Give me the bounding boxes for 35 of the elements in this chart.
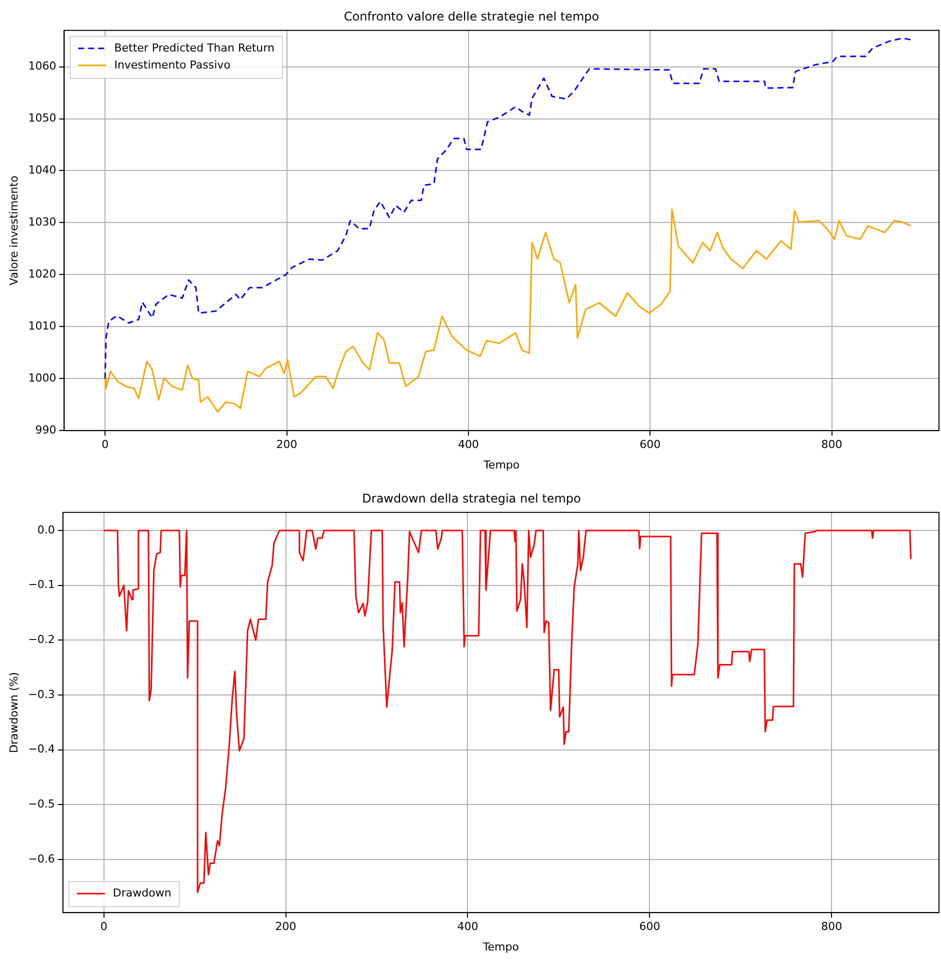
y-tick-label: −0.2 [28, 632, 55, 646]
y-tick-label: −0.6 [28, 852, 55, 866]
legend-label: Drawdown [112, 886, 172, 900]
x-tick-label: 400 [458, 438, 479, 452]
y-tick-label: 1060 [28, 60, 56, 73]
y-tick-label: −0.4 [28, 742, 55, 756]
y-tick-label: −0.5 [28, 797, 55, 810]
y-tick-label: 1010 [28, 320, 56, 333]
chart-title: Drawdown della strategia nel tempo [362, 491, 581, 506]
y-axis-title: Valore investimento [7, 175, 20, 286]
x-tick-label: 0 [102, 438, 109, 452]
line-series [104, 37, 912, 380]
legend-label: Investimento Passivo [114, 58, 231, 72]
x-tick-label: 800 [821, 438, 842, 452]
y-tick-label: −0.3 [28, 688, 55, 701]
y-tick-label: 1050 [28, 112, 56, 125]
y-tick-label: 1030 [28, 216, 56, 229]
x-tick-label: 600 [640, 438, 661, 452]
y-tick-label: −0.1 [28, 578, 55, 592]
y-tick-label: 1020 [28, 268, 56, 281]
y-tick-label: 0.0 [37, 523, 55, 536]
x-tick-label: 400 [457, 920, 478, 934]
legend-label: Better Predicted Than Return [114, 41, 274, 54]
y-tick-label: 1000 [28, 371, 56, 384]
x-tick-label: 200 [276, 438, 298, 452]
y-tick-label: 990 [35, 423, 56, 436]
x-axis-title: Tempo [482, 940, 520, 954]
y-tick-label: 1040 [28, 164, 56, 177]
x-tick-label: 0 [100, 920, 108, 934]
x-tick-label: 800 [821, 920, 842, 934]
y-axis-title: Drawdown (%) [7, 672, 20, 753]
x-axis-title: Tempo [482, 458, 520, 472]
x-tick-label: 200 [275, 920, 296, 934]
x-tick-label: 600 [639, 920, 660, 934]
chart-title: Confronto valore delle strategie nel tempo [344, 9, 600, 24]
